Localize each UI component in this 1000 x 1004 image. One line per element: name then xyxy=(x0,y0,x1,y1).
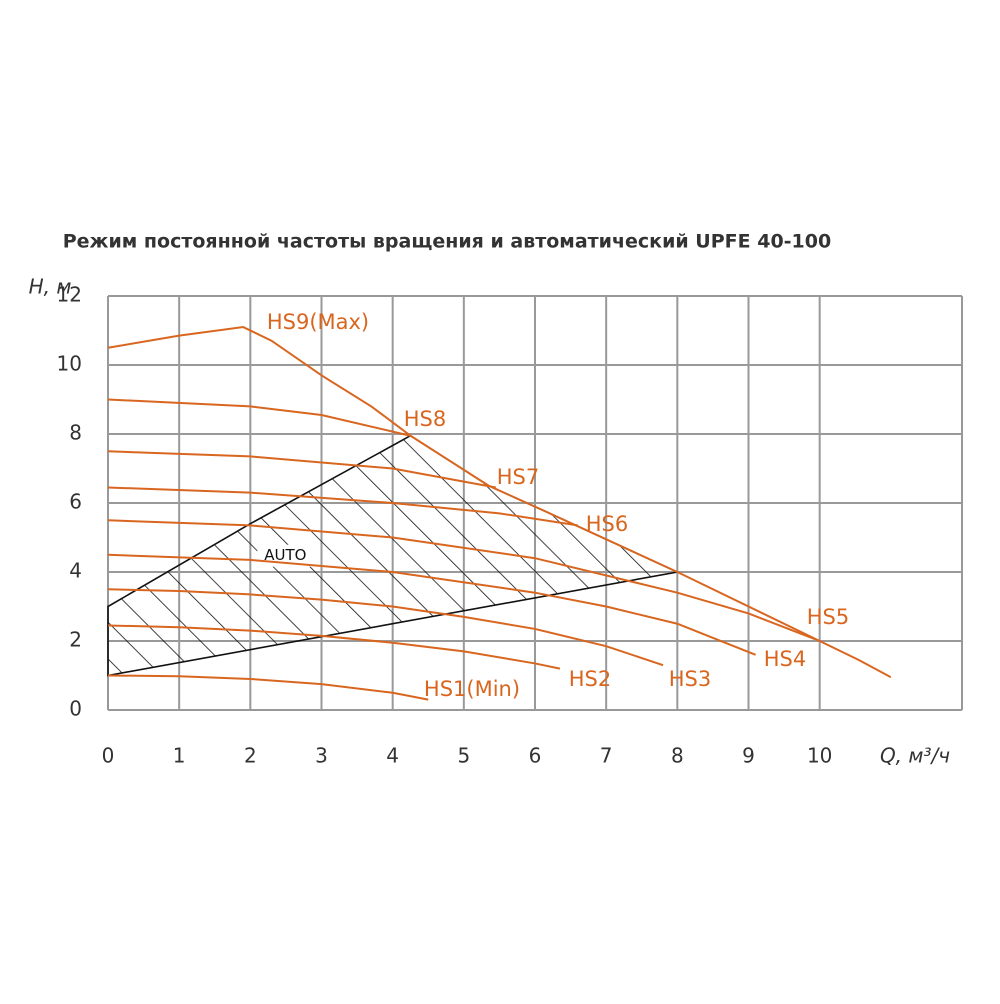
x-tick-label: 5 xyxy=(457,744,470,768)
x-axis-label: Q, м³/ч xyxy=(880,744,950,768)
curve-label: HS2 xyxy=(569,667,611,691)
pump-curve xyxy=(107,519,821,642)
y-tick-label: 4 xyxy=(69,559,82,583)
pump-curve xyxy=(107,398,411,437)
y-axis-label: H, м xyxy=(29,275,72,299)
x-tick-label: 8 xyxy=(671,744,684,768)
pump-curve xyxy=(107,486,578,527)
curve-label: HS5 xyxy=(807,605,849,629)
curve-label: HS8 xyxy=(404,407,446,431)
curve-label: HS9(Max) xyxy=(267,310,369,334)
auto-label: AUTO xyxy=(264,546,306,564)
x-tick-label: 1 xyxy=(173,744,186,768)
curve-label: HS6 xyxy=(586,512,628,536)
x-tick-label: 10 xyxy=(807,744,832,768)
pump-curve xyxy=(107,450,497,489)
curve-label: HS1(Min) xyxy=(424,677,520,701)
y-tick-label: 8 xyxy=(69,421,82,445)
y-tick-label: 2 xyxy=(69,628,82,652)
y-tick-label: 10 xyxy=(57,352,82,376)
pump-curve xyxy=(107,674,429,701)
y-tick-label: 6 xyxy=(69,490,82,514)
curve-label: HS4 xyxy=(764,647,806,671)
x-tick-label: 3 xyxy=(315,744,328,768)
pump-curve xyxy=(107,588,664,667)
x-tick-label: 2 xyxy=(244,744,257,768)
x-tick-label: 6 xyxy=(529,744,542,768)
pump-curve xyxy=(107,553,756,656)
y-tick-label: 0 xyxy=(69,697,82,721)
curve-label: HS3 xyxy=(669,667,711,691)
curve-label: HS7 xyxy=(497,465,539,489)
pump-curve xyxy=(107,326,892,679)
x-tick-label: 4 xyxy=(386,744,399,768)
y-tick-label: 12 xyxy=(57,283,82,307)
pump-curve xyxy=(107,624,561,670)
x-tick-label: 7 xyxy=(600,744,613,768)
chart-title: Режим постоянной частоты вращения и авто… xyxy=(63,231,831,253)
x-tick-label: 9 xyxy=(742,744,755,768)
x-tick-label: 0 xyxy=(102,744,115,768)
